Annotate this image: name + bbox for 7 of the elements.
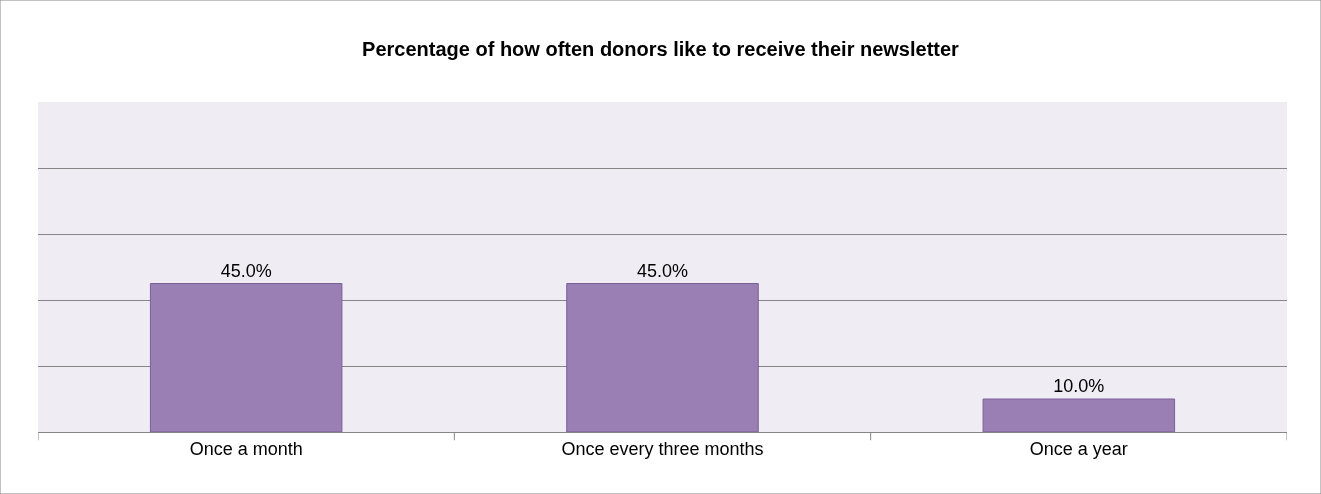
x-tick-label: Once every three months (561, 438, 764, 459)
chart-title: Percentage of how often donors like to receive their newsletter (362, 38, 960, 61)
data-label: 45.0% (636, 260, 689, 281)
data-label: 10.0% (1053, 376, 1105, 396)
x-tick-label: Once a month (189, 438, 303, 459)
data-label: 45.0% (220, 260, 272, 281)
x-tick-label: Once a year (1029, 438, 1128, 459)
